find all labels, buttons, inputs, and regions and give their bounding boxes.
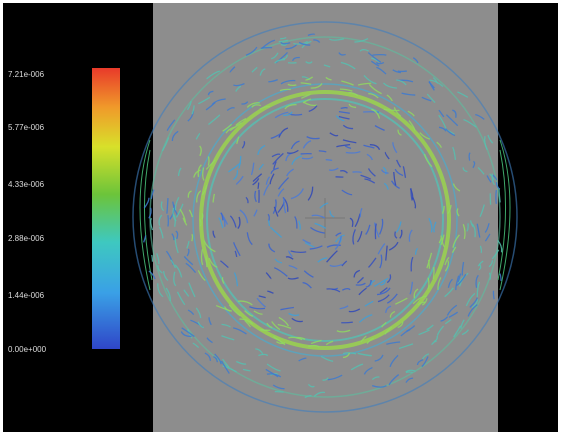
streak xyxy=(353,172,362,173)
streak xyxy=(208,156,209,165)
colorbar-label: 1.44e-006 xyxy=(8,291,45,300)
colorbar xyxy=(92,68,120,349)
streak xyxy=(493,291,494,300)
streak xyxy=(496,190,497,204)
colorbar-label: 0.00e+000 xyxy=(8,345,47,354)
streak xyxy=(433,267,434,279)
streak xyxy=(341,322,353,323)
streak xyxy=(372,55,386,56)
streak xyxy=(341,108,348,109)
colorbar-label: 2.88e-006 xyxy=(8,234,45,243)
streak xyxy=(429,260,430,269)
streak xyxy=(406,372,413,373)
page: 7.21e-006 5.77e-006 4.33e-006 2.88e-006 1.44… xyxy=(0,0,561,435)
colorbar-label: 4.33e-006 xyxy=(8,180,45,189)
colorbar-label: 5.77e-006 xyxy=(8,123,45,132)
colorbar-label: 7.21e-006 xyxy=(8,70,45,79)
streak xyxy=(192,234,193,241)
viewport: 7.21e-006 5.77e-006 4.33e-006 2.88e-006 1.44… xyxy=(0,0,561,435)
streak xyxy=(326,160,332,161)
streak xyxy=(152,255,153,262)
streak xyxy=(258,182,259,188)
